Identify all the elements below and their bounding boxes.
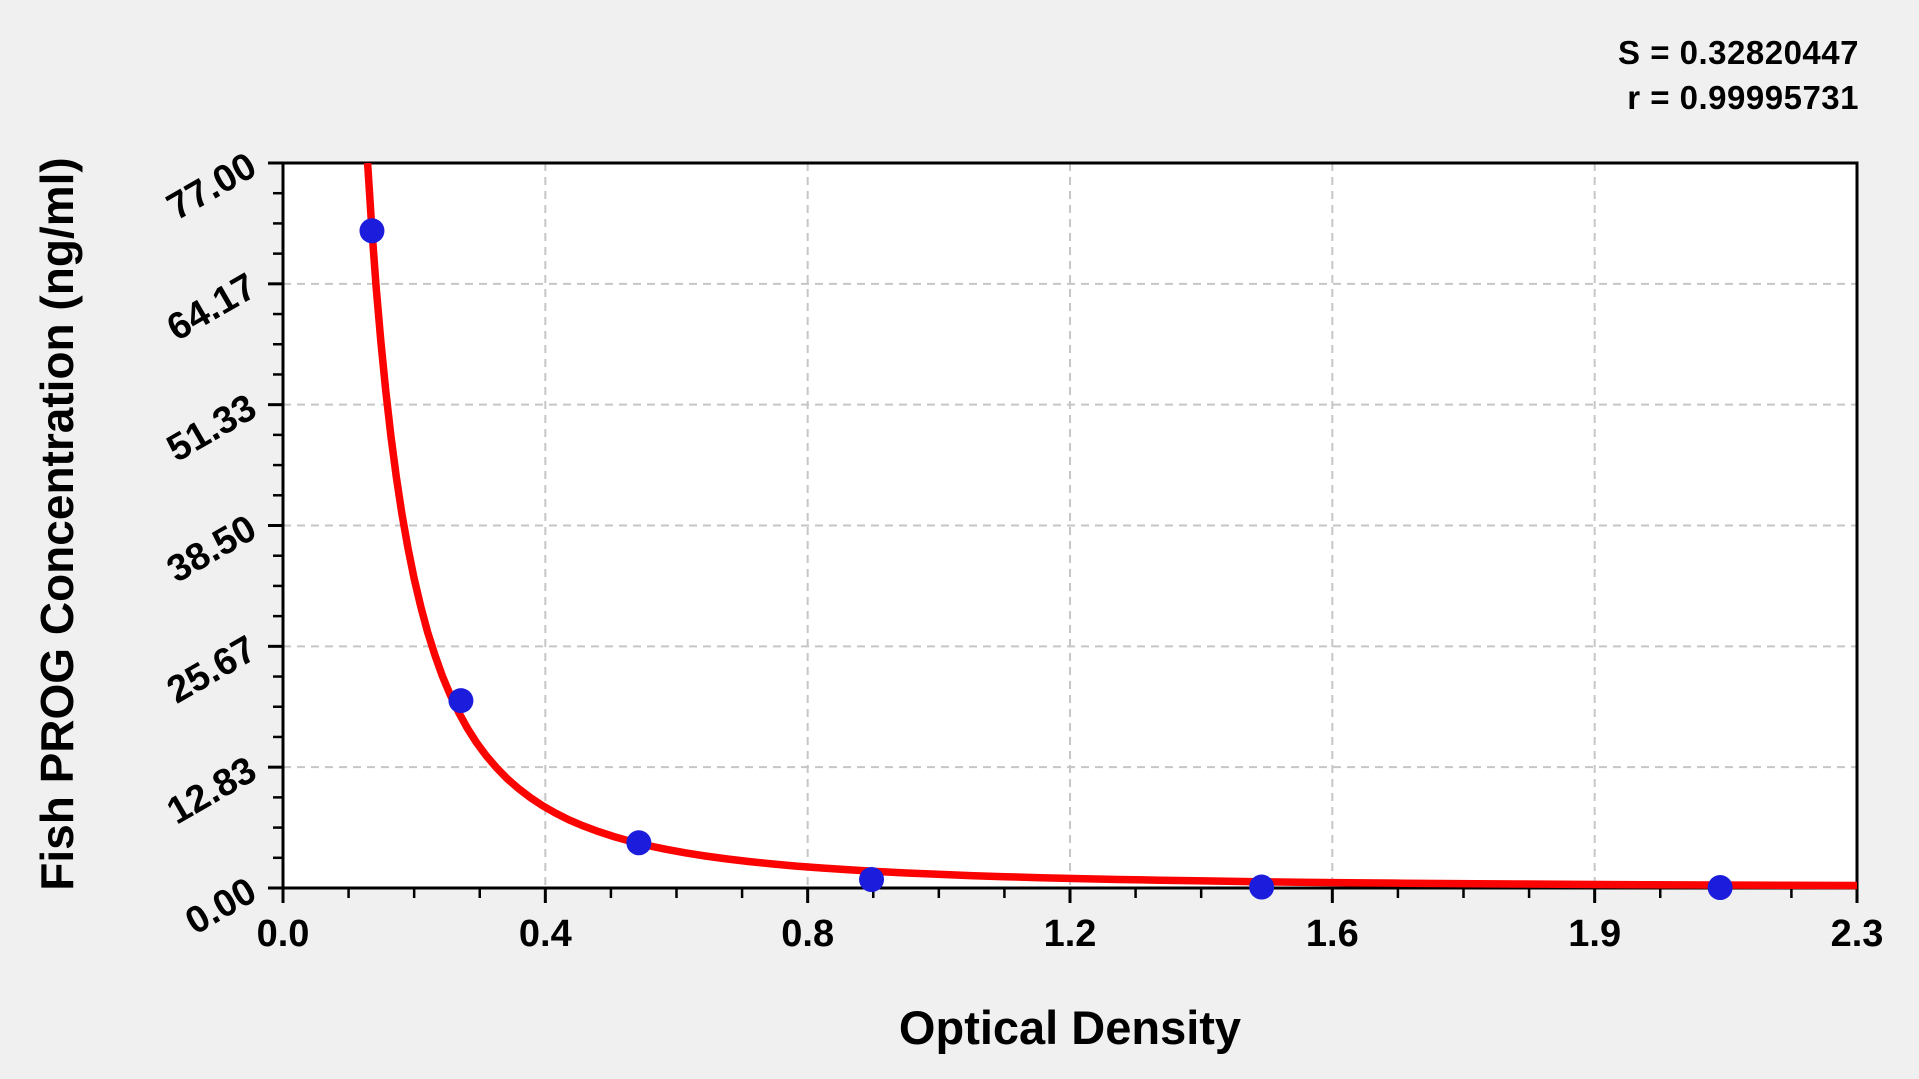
y-tick-label: 77.00 [160, 145, 263, 229]
data-point [359, 218, 385, 244]
x-tick-label: 1.9 [1568, 913, 1621, 955]
x-axis-title: Optical Density [898, 1001, 1242, 1054]
y-tick-label: 51.33 [160, 386, 263, 470]
data-point [859, 867, 885, 893]
y-tick-label: 0.00 [178, 870, 263, 943]
y-tick-label: 12.83 [160, 749, 263, 833]
data-point [448, 688, 474, 714]
data-point [1707, 875, 1733, 901]
data-point [1249, 874, 1275, 900]
x-tick-label: 1.2 [1044, 913, 1097, 955]
y-tick-label: 38.50 [160, 507, 263, 591]
fit-statistics: S = 0.32820447 r = 0.99995731 [1618, 30, 1859, 120]
x-tick-label: 1.6 [1306, 913, 1359, 955]
x-tick-label: 0.8 [781, 913, 834, 955]
x-tick-label: 2.3 [1831, 913, 1884, 955]
s-statistic: S = 0.32820447 [1618, 34, 1859, 71]
y-tick-label: 25.67 [160, 628, 263, 712]
x-tick-label: 0.4 [519, 913, 572, 955]
r-statistic: r = 0.99995731 [1627, 79, 1859, 116]
data-point [626, 830, 652, 856]
y-tick-label: 64.17 [160, 266, 263, 350]
x-tick-label: 0.0 [257, 913, 310, 955]
